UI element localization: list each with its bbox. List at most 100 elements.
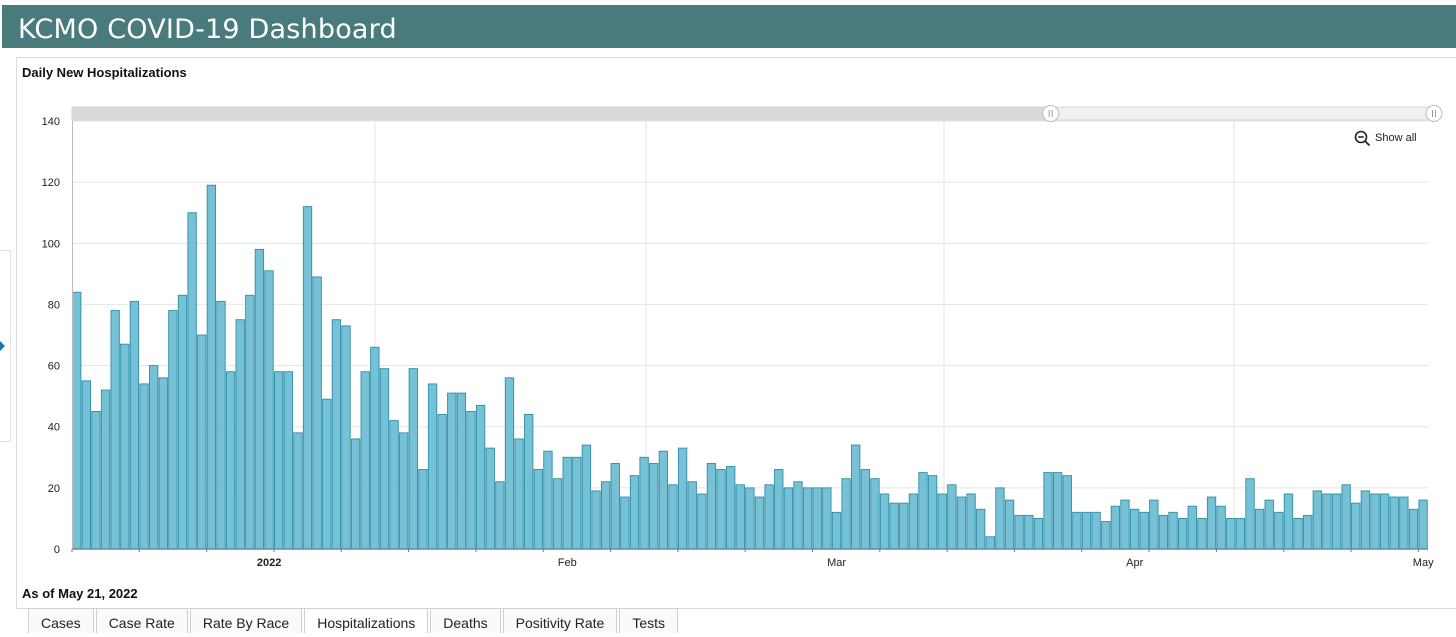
bar[interactable] (389, 420, 399, 550)
bar[interactable] (629, 475, 640, 550)
bar[interactable] (1091, 511, 1101, 550)
bar[interactable] (1341, 484, 1351, 550)
bar[interactable] (754, 496, 765, 550)
bar[interactable] (1312, 490, 1322, 550)
bar[interactable] (245, 294, 255, 550)
bar[interactable] (851, 444, 861, 550)
bar[interactable] (687, 481, 697, 550)
bar[interactable] (793, 481, 803, 550)
bar[interactable] (168, 310, 178, 550)
bar[interactable] (427, 383, 438, 550)
bar[interactable] (322, 398, 332, 550)
bar[interactable] (985, 536, 995, 550)
bar[interactable] (1235, 517, 1246, 550)
tab-deaths[interactable]: Deaths (430, 608, 501, 633)
bar[interactable] (1360, 490, 1371, 550)
bar[interactable] (879, 493, 890, 550)
bar[interactable] (591, 490, 601, 550)
expand-arrow-icon[interactable] (0, 341, 5, 351)
bar[interactable] (918, 472, 928, 550)
bar[interactable] (668, 484, 678, 550)
bar[interactable] (831, 511, 842, 550)
bar[interactable] (120, 343, 130, 550)
bar[interactable] (1274, 511, 1284, 550)
bar[interactable] (822, 487, 832, 550)
bar[interactable] (225, 371, 236, 550)
bar[interactable] (466, 410, 476, 550)
bar[interactable] (581, 444, 592, 550)
bar[interactable] (899, 502, 909, 550)
bar[interactable] (495, 481, 505, 550)
bar[interactable] (600, 481, 611, 550)
bar[interactable] (1062, 475, 1072, 550)
bar[interactable] (735, 484, 745, 550)
bar[interactable] (1052, 472, 1063, 550)
bar[interactable] (1408, 508, 1419, 550)
bar[interactable] (293, 432, 303, 550)
bar[interactable] (1072, 511, 1082, 550)
bar[interactable] (697, 493, 707, 550)
bar[interactable] (783, 487, 794, 550)
bar[interactable] (870, 478, 880, 550)
bar[interactable] (889, 502, 899, 550)
bar[interactable] (447, 392, 457, 550)
bar[interactable] (206, 184, 217, 550)
bar[interactable] (620, 496, 630, 550)
bar[interactable] (1158, 514, 1169, 550)
show-all-button[interactable]: Show all (1354, 129, 1417, 147)
bar[interactable] (187, 212, 197, 550)
bar[interactable] (764, 484, 774, 550)
bar[interactable] (1110, 505, 1121, 550)
bar[interactable] (677, 447, 688, 550)
bar[interactable] (966, 493, 976, 550)
bar[interactable] (1101, 521, 1111, 550)
bar[interactable] (802, 487, 813, 550)
tab-tests[interactable]: Tests (619, 608, 679, 633)
bar[interactable] (456, 392, 467, 550)
bar[interactable] (726, 466, 736, 550)
bar[interactable] (1303, 514, 1313, 550)
bar[interactable] (533, 469, 543, 550)
bar[interactable] (504, 377, 515, 550)
bar[interactable] (437, 414, 447, 550)
bar[interactable] (841, 478, 851, 550)
bar[interactable] (908, 493, 919, 550)
bar[interactable] (110, 310, 120, 550)
bar[interactable] (956, 496, 967, 550)
bar[interactable] (341, 325, 351, 550)
bar[interactable] (860, 469, 870, 550)
bar[interactable] (1033, 517, 1044, 550)
bar[interactable] (1139, 511, 1149, 550)
bar[interactable] (408, 368, 418, 550)
bar[interactable] (72, 291, 82, 550)
bar[interactable] (706, 462, 717, 550)
bar[interactable] (1399, 496, 1409, 550)
bar[interactable] (937, 493, 947, 550)
bar[interactable] (1351, 502, 1361, 550)
bar[interactable] (1206, 496, 1217, 550)
bar[interactable] (1197, 517, 1207, 550)
bar[interactable] (370, 346, 380, 550)
tab-case-rate[interactable]: Case Rate (95, 608, 188, 633)
bar[interactable] (1081, 511, 1092, 550)
bar[interactable] (485, 447, 495, 550)
bar[interactable] (197, 334, 207, 550)
slider-end-handle[interactable] (1425, 105, 1443, 122)
bar[interactable] (216, 300, 226, 550)
slider-start-handle[interactable] (1042, 105, 1060, 122)
bar[interactable] (264, 270, 274, 550)
bar[interactable] (148, 365, 159, 550)
bar[interactable] (927, 475, 938, 550)
bar[interactable] (1226, 517, 1236, 550)
tab-positivity-rate[interactable]: Positivity Rate (502, 608, 618, 633)
bar[interactable] (543, 450, 553, 550)
bar[interactable] (976, 508, 986, 550)
bar[interactable] (1178, 517, 1188, 550)
bar[interactable] (379, 368, 390, 550)
bar[interactable] (274, 371, 284, 550)
bar[interactable] (658, 450, 669, 550)
bar[interactable] (639, 456, 649, 550)
bar[interactable] (254, 248, 265, 550)
bar[interactable] (514, 438, 524, 550)
bar[interactable] (129, 300, 140, 550)
